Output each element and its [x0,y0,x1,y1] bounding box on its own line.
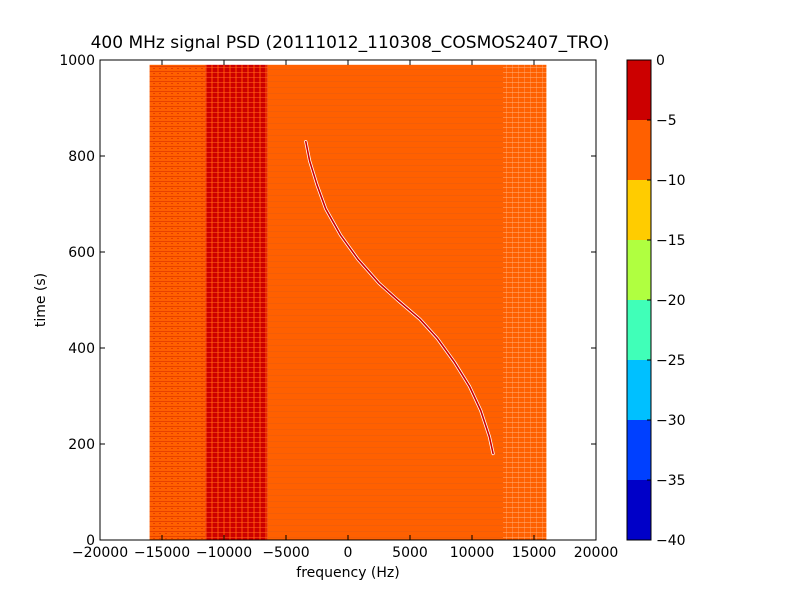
colorbar-segment [627,480,651,540]
colorbar-tick-label: −25 [656,353,686,369]
y-tick-label: 800 [68,149,95,165]
x-tick-label: 15000 [512,545,557,561]
colorbar-segment [627,420,651,480]
x-axis: −20000 −15000 −10000 −5000 0 5000 10000 15000 20… [72,60,618,561]
colorbar-tick-label: −30 [656,413,686,429]
colorbar-tick-label: −20 [656,293,686,309]
chart-title: 400 MHz signal PSD (20111012_110308_COSM… [91,33,610,53]
plot-area [99,59,597,541]
colorbar-tick-label: −40 [656,533,686,549]
heatmap-band [503,64,547,541]
colorbar-tick-label: −10 [656,173,686,189]
y-axis: 0 200 400 600 800 1000 [59,53,596,549]
doppler-trace [304,140,494,455]
colorbar-segment [627,300,651,360]
colorbar-segment [627,120,651,180]
y-tick-label: 600 [68,245,95,261]
x-tick-label: 0 [344,545,353,561]
heatmap-band [267,64,286,541]
y-axis-label: time (s) [33,273,49,327]
x-tick-label: −15000 [134,545,190,561]
colorbar-tick-label: −5 [656,113,677,129]
x-tick-label: 10000 [450,545,495,561]
colorbar-tick-label: −15 [656,233,686,249]
x-tick-label: −5000 [262,545,309,561]
y-tick-label: 0 [86,533,95,549]
heatmap-band [286,64,503,541]
x-tick-label: −10000 [196,545,252,561]
x-tick-label: 20000 [574,545,619,561]
y-tick-label: 400 [68,341,95,357]
x-axis-label: frequency (Hz) [296,565,399,581]
x-tick-label: −20000 [72,545,128,561]
y-tick-label: 1000 [59,53,95,69]
colorbar: −40 −35 −30 −25 −20 −15 −10 −5 0 [626,53,686,549]
doppler-trace-layer [304,140,495,456]
colorbar-segment [627,240,651,300]
colorbar-segment [627,60,651,120]
heatmap-band [205,64,268,541]
colorbar-tick-label: 0 [656,53,665,69]
colorbar-ticks: −40 −35 −30 −25 −20 −15 −10 −5 0 [647,53,686,549]
x-tick-label: 5000 [392,545,428,561]
colorbar-blocks [627,60,651,540]
heatmap-band [149,64,206,541]
colorbar-tick-label: −35 [656,473,686,489]
y-tick-label: 200 [68,437,95,453]
colorbar-segment [627,360,651,420]
colorbar-segment [627,180,651,240]
psd-bands [149,64,547,541]
